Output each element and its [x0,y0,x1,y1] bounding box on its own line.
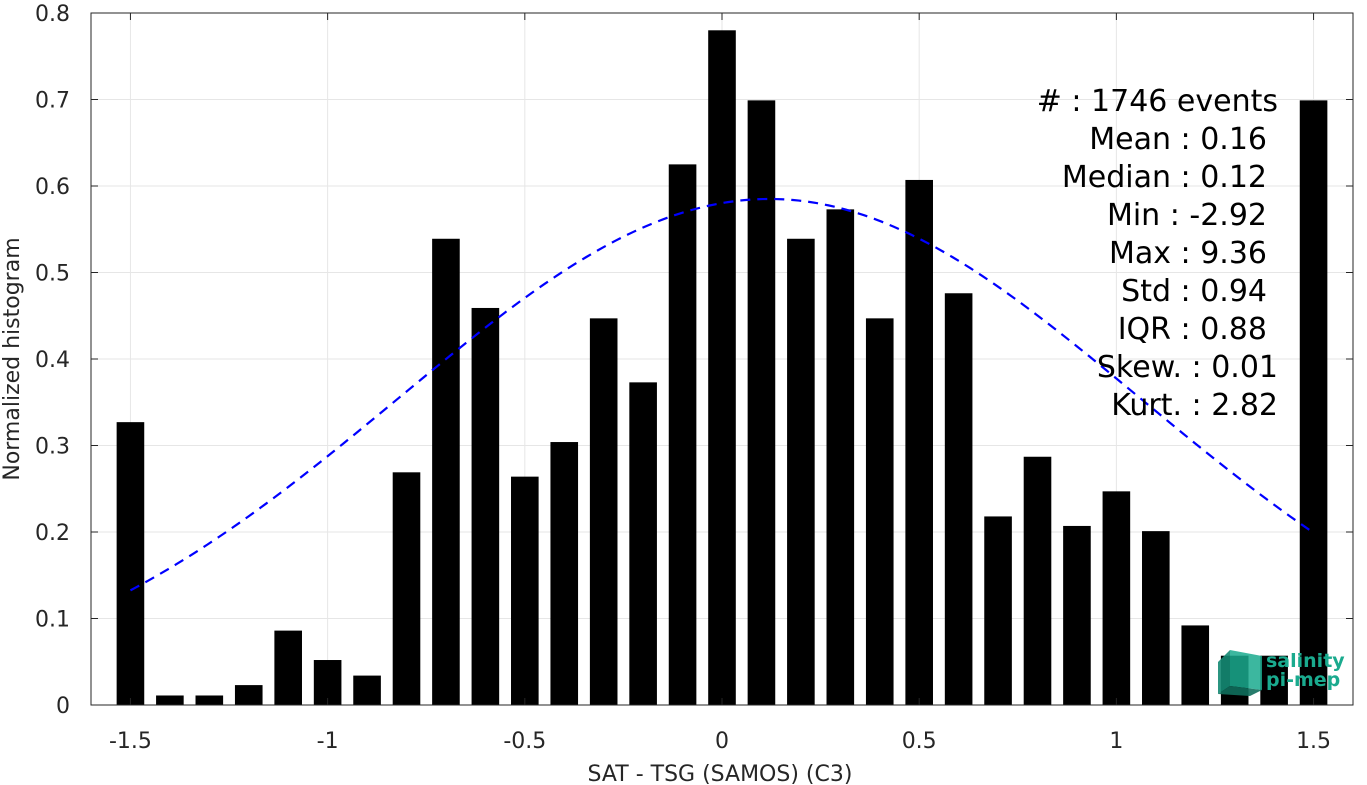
y-tick-label: 0.3 [35,435,70,460]
histogram-bar [984,516,1012,705]
x-tick-label: 0 [715,729,729,754]
histogram-bar [1063,525,1091,705]
y-tick-label: 0.7 [35,89,70,114]
histogram-bar [1181,625,1210,705]
y-tick-label: 0.5 [35,262,70,287]
y-tick-label: 0 [56,694,70,719]
x-tick-label: -1 [317,729,339,754]
normal-fit-curve [129,197,1315,592]
stat-line: Std : 0.94 [1121,274,1267,309]
y-axis-label: Normalized histogram [0,237,25,480]
axis-ticks [91,12,1353,706]
stat-line: Mean : 0.16 [1089,122,1267,157]
salinity-pi-mep-logo: salinity pi-mep [1218,650,1345,696]
stat-line: Min : -2.92 [1107,198,1267,233]
x-axis-label: SAT - TSG (SAMOS) (C3) [588,762,853,785]
y-tick-labels: 0 0.1 0.2 0.3 0.4 0.5 0.6 0.7 0.8 [35,2,70,719]
histogram-bar [1299,100,1328,706]
stat-line: # : 1746 events [1037,84,1278,119]
histogram-bar [905,179,933,705]
histogram-bar [1142,531,1170,705]
x-tick-label: -0.5 [503,729,546,754]
histogram-bar [392,472,421,705]
histogram-bar [747,100,776,706]
histogram-bar [865,318,894,705]
y-tick-label: 0.1 [35,608,70,633]
histogram-bar [629,382,657,705]
histogram-bar [708,30,736,706]
histogram-bar [787,238,815,705]
histogram-bar [313,660,342,705]
stat-line: Skew. : 0.01 [1097,350,1278,385]
stat-line: Median : 0.12 [1062,160,1267,195]
histogram-bar [1102,491,1131,705]
histogram-bar [353,675,381,705]
stat-line: Kurt. : 2.82 [1111,388,1278,423]
histogram-bar [550,442,579,705]
y-tick-label: 0.2 [35,521,70,546]
stat-line: Max : 9.36 [1109,236,1267,271]
histogram-bar [156,695,184,705]
histogram-bar [826,209,855,706]
x-tick-label: 0.5 [902,729,937,754]
histogram-bar [589,318,618,705]
y-tick-label: 0.6 [35,175,70,200]
x-tick-label: 1.5 [1296,729,1331,754]
histogram-bar [1260,655,1288,705]
x-tick-label: -1.5 [109,729,152,754]
histogram-bar [274,630,302,705]
histogram-bar [944,293,973,705]
y-tick-label: 0.4 [35,348,70,373]
histogram-bar [234,685,263,705]
logo-text-line2: pi-mep [1266,669,1340,691]
x-tick-label: 1 [1109,729,1123,754]
logo-text-line1: salinity [1266,650,1345,672]
histogram-bar [432,238,460,705]
histogram-bar [195,695,224,705]
histogram-bars [116,30,1328,706]
cube-logo-icon [1218,650,1262,696]
histogram-bar [1023,456,1052,705]
histogram-bar [511,476,539,705]
x-tick-labels: -1.5 -1 -0.5 0 0.5 1 1.5 [109,729,1331,754]
y-tick-label: 0.8 [35,2,70,27]
histogram-bar [471,307,500,705]
stat-line: IQR : 0.88 [1118,312,1267,347]
histogram-bar [116,422,145,705]
histogram-bar [668,164,697,705]
